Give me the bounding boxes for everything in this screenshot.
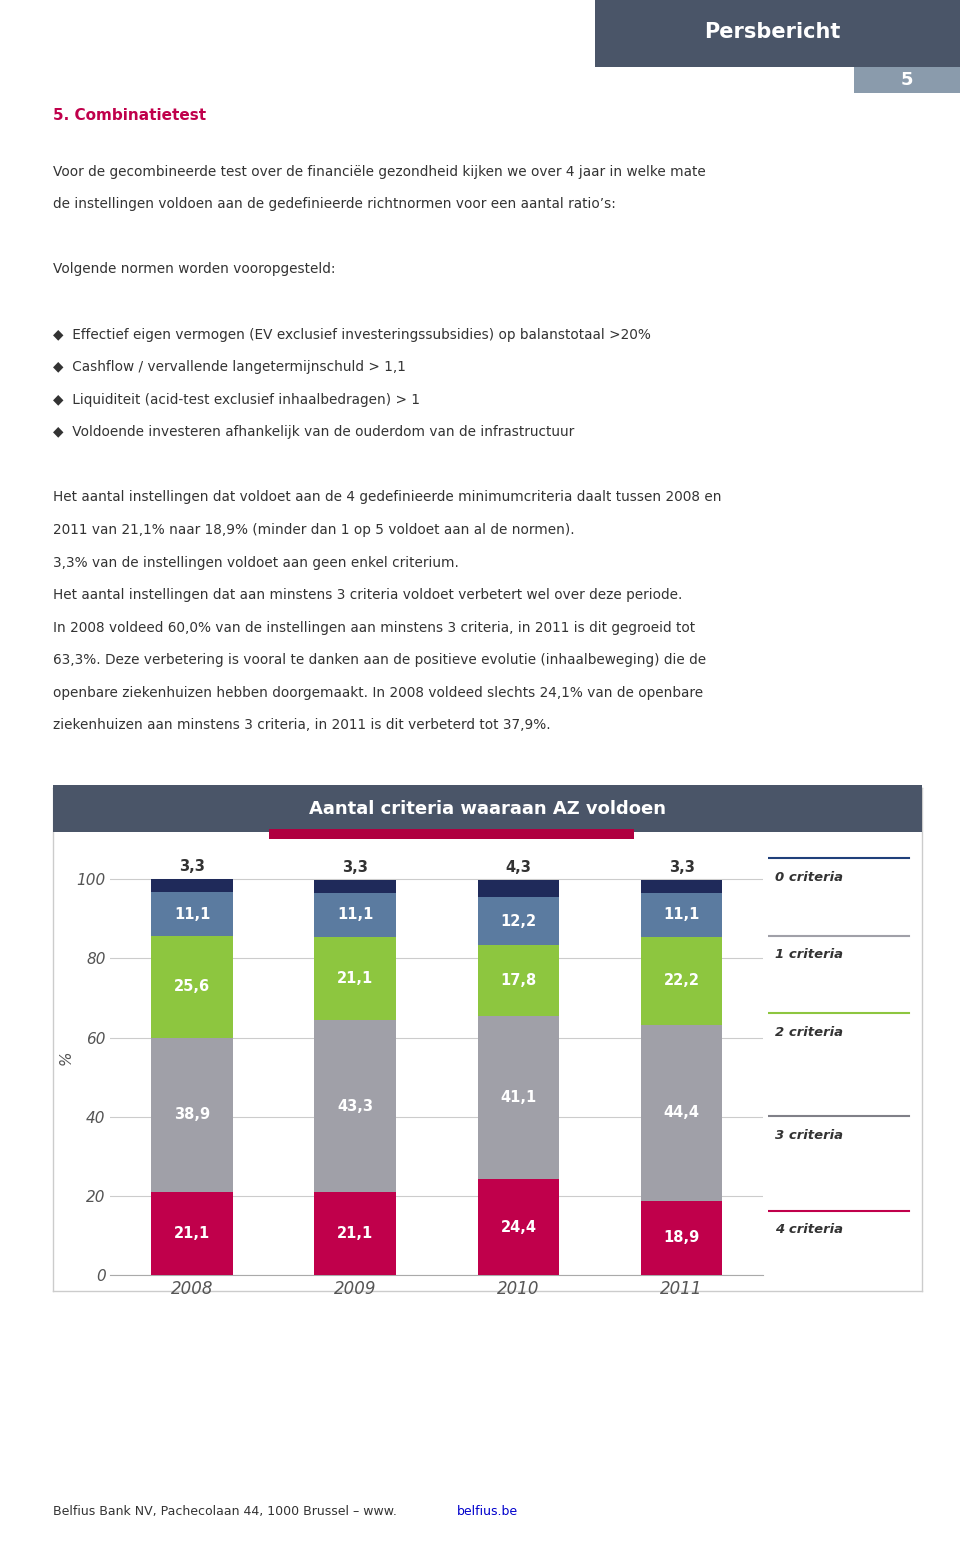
- Text: 41,1: 41,1: [500, 1090, 537, 1105]
- Text: 4 criteria: 4 criteria: [776, 1223, 844, 1237]
- Bar: [478, 880, 559, 897]
- Bar: [478, 1016, 559, 1178]
- Bar: [641, 880, 723, 892]
- Text: 12,2: 12,2: [500, 914, 537, 929]
- Text: 1 criteria: 1 criteria: [776, 948, 844, 962]
- FancyBboxPatch shape: [595, 0, 960, 66]
- Text: 18,9: 18,9: [663, 1231, 700, 1246]
- FancyBboxPatch shape: [269, 829, 634, 878]
- Bar: [151, 1037, 233, 1192]
- Text: ◆  Voldoende investeren afhankelijk van de ouderdom van de infrastructuur: ◆ Voldoende investeren afhankelijk van d…: [53, 425, 574, 439]
- Text: Aantal criteria waaraan AZ voldoen: Aantal criteria waaraan AZ voldoen: [309, 799, 665, 818]
- Text: 2011 van 21,1% naar 18,9% (minder dan 1 op 5 voldoet aan al de normen).: 2011 van 21,1% naar 18,9% (minder dan 1 …: [53, 523, 574, 536]
- Text: openbare ziekenhuizen hebben doorgemaakt. In 2008 voldeed slechts 24,1% van de o: openbare ziekenhuizen hebben doorgemaakt…: [53, 686, 703, 700]
- Bar: [641, 937, 723, 1025]
- Text: belfius.be: belfius.be: [457, 1504, 518, 1518]
- FancyBboxPatch shape: [53, 785, 922, 832]
- Text: 21,1: 21,1: [337, 971, 373, 986]
- FancyBboxPatch shape: [854, 66, 960, 93]
- Text: 17,8: 17,8: [500, 972, 537, 988]
- Bar: [478, 897, 559, 945]
- Text: Het aantal instellingen dat voldoet aan de 4 gedefinieerde minimumcriteria daalt: Het aantal instellingen dat voldoet aan …: [53, 490, 721, 504]
- Text: 3,3% van de instellingen voldoet aan geen enkel criterium.: 3,3% van de instellingen voldoet aan gee…: [53, 555, 459, 569]
- Text: Persbericht: Persbericht: [705, 23, 841, 42]
- Bar: [151, 880, 233, 892]
- Bar: [151, 1192, 233, 1275]
- Text: 3,3: 3,3: [669, 860, 694, 875]
- Text: 21,1: 21,1: [337, 1226, 373, 1241]
- Bar: [641, 892, 723, 937]
- Y-axis label: %: %: [59, 1050, 74, 1065]
- Text: 90 instellingen: 90 instellingen: [382, 844, 520, 863]
- Text: 0 criteria: 0 criteria: [776, 870, 844, 884]
- Bar: [641, 1201, 723, 1275]
- Bar: [314, 937, 396, 1020]
- Bar: [478, 945, 559, 1016]
- Bar: [478, 1178, 559, 1275]
- Text: 3,3: 3,3: [343, 860, 368, 875]
- Bar: [151, 937, 233, 1037]
- Text: In 2008 voldeed 60,0% van de instellingen aan minstens 3 criteria, in 2011 is di: In 2008 voldeed 60,0% van de instellinge…: [53, 621, 695, 635]
- Text: 43,3: 43,3: [337, 1099, 373, 1113]
- Text: ziekenhuizen aan minstens 3 criteria, in 2011 is dit verbeterd tot 37,9%.: ziekenhuizen aan minstens 3 criteria, in…: [53, 719, 550, 733]
- Text: Voor de gecombineerde test over de financiële gezondheid kijken we over 4 jaar i: Voor de gecombineerde test over de finan…: [53, 165, 706, 179]
- Text: ◆  Cashflow / vervallende langetermijnschuld > 1,1: ◆ Cashflow / vervallende langetermijnsch…: [53, 360, 406, 374]
- Text: ◆  Liquiditeit (acid-test exclusief inhaalbedragen) > 1: ◆ Liquiditeit (acid-test exclusief inhaa…: [53, 393, 420, 407]
- Bar: [314, 892, 396, 937]
- Text: 22,2: 22,2: [663, 972, 700, 988]
- Text: 5. Combinatietest: 5. Combinatietest: [53, 108, 206, 124]
- Text: 2 criteria: 2 criteria: [776, 1025, 844, 1039]
- Text: ◆  Effectief eigen vermogen (EV exclusief investeringssubsidies) op balanstotaal: ◆ Effectief eigen vermogen (EV exclusief…: [53, 328, 651, 342]
- Text: 11,1: 11,1: [174, 906, 210, 921]
- Text: 24,4: 24,4: [500, 1220, 537, 1235]
- Text: 25,6: 25,6: [174, 980, 210, 994]
- Bar: [641, 1025, 723, 1201]
- Text: de instellingen voldoen aan de gedefinieerde richtnormen voor een aantal ratio’s: de instellingen voldoen aan de gedefinie…: [53, 198, 615, 212]
- Text: 38,9: 38,9: [174, 1107, 210, 1122]
- Text: 3 criteria: 3 criteria: [776, 1129, 844, 1142]
- Bar: [314, 880, 396, 892]
- Text: 4,3: 4,3: [506, 860, 531, 875]
- Text: 5: 5: [900, 71, 914, 88]
- Text: 3,3: 3,3: [180, 860, 204, 875]
- Bar: [151, 892, 233, 937]
- Text: 11,1: 11,1: [337, 908, 373, 921]
- Text: 44,4: 44,4: [663, 1105, 700, 1119]
- Text: 11,1: 11,1: [663, 908, 700, 921]
- Text: Belfius Bank NV, Pachecolaan 44, 1000 Brussel – www.: Belfius Bank NV, Pachecolaan 44, 1000 Br…: [53, 1504, 396, 1518]
- Text: Het aantal instellingen dat aan minstens 3 criteria voldoet verbetert wel over d: Het aantal instellingen dat aan minstens…: [53, 587, 683, 603]
- Bar: [314, 1020, 396, 1192]
- Text: 63,3%. Deze verbetering is vooral te danken aan de positieve evolutie (inhaalbew: 63,3%. Deze verbetering is vooral te dan…: [53, 654, 706, 668]
- Text: Volgende normen worden vooropgesteld:: Volgende normen worden vooropgesteld:: [53, 263, 335, 277]
- Text: 21,1: 21,1: [174, 1226, 210, 1241]
- Bar: [314, 1192, 396, 1275]
